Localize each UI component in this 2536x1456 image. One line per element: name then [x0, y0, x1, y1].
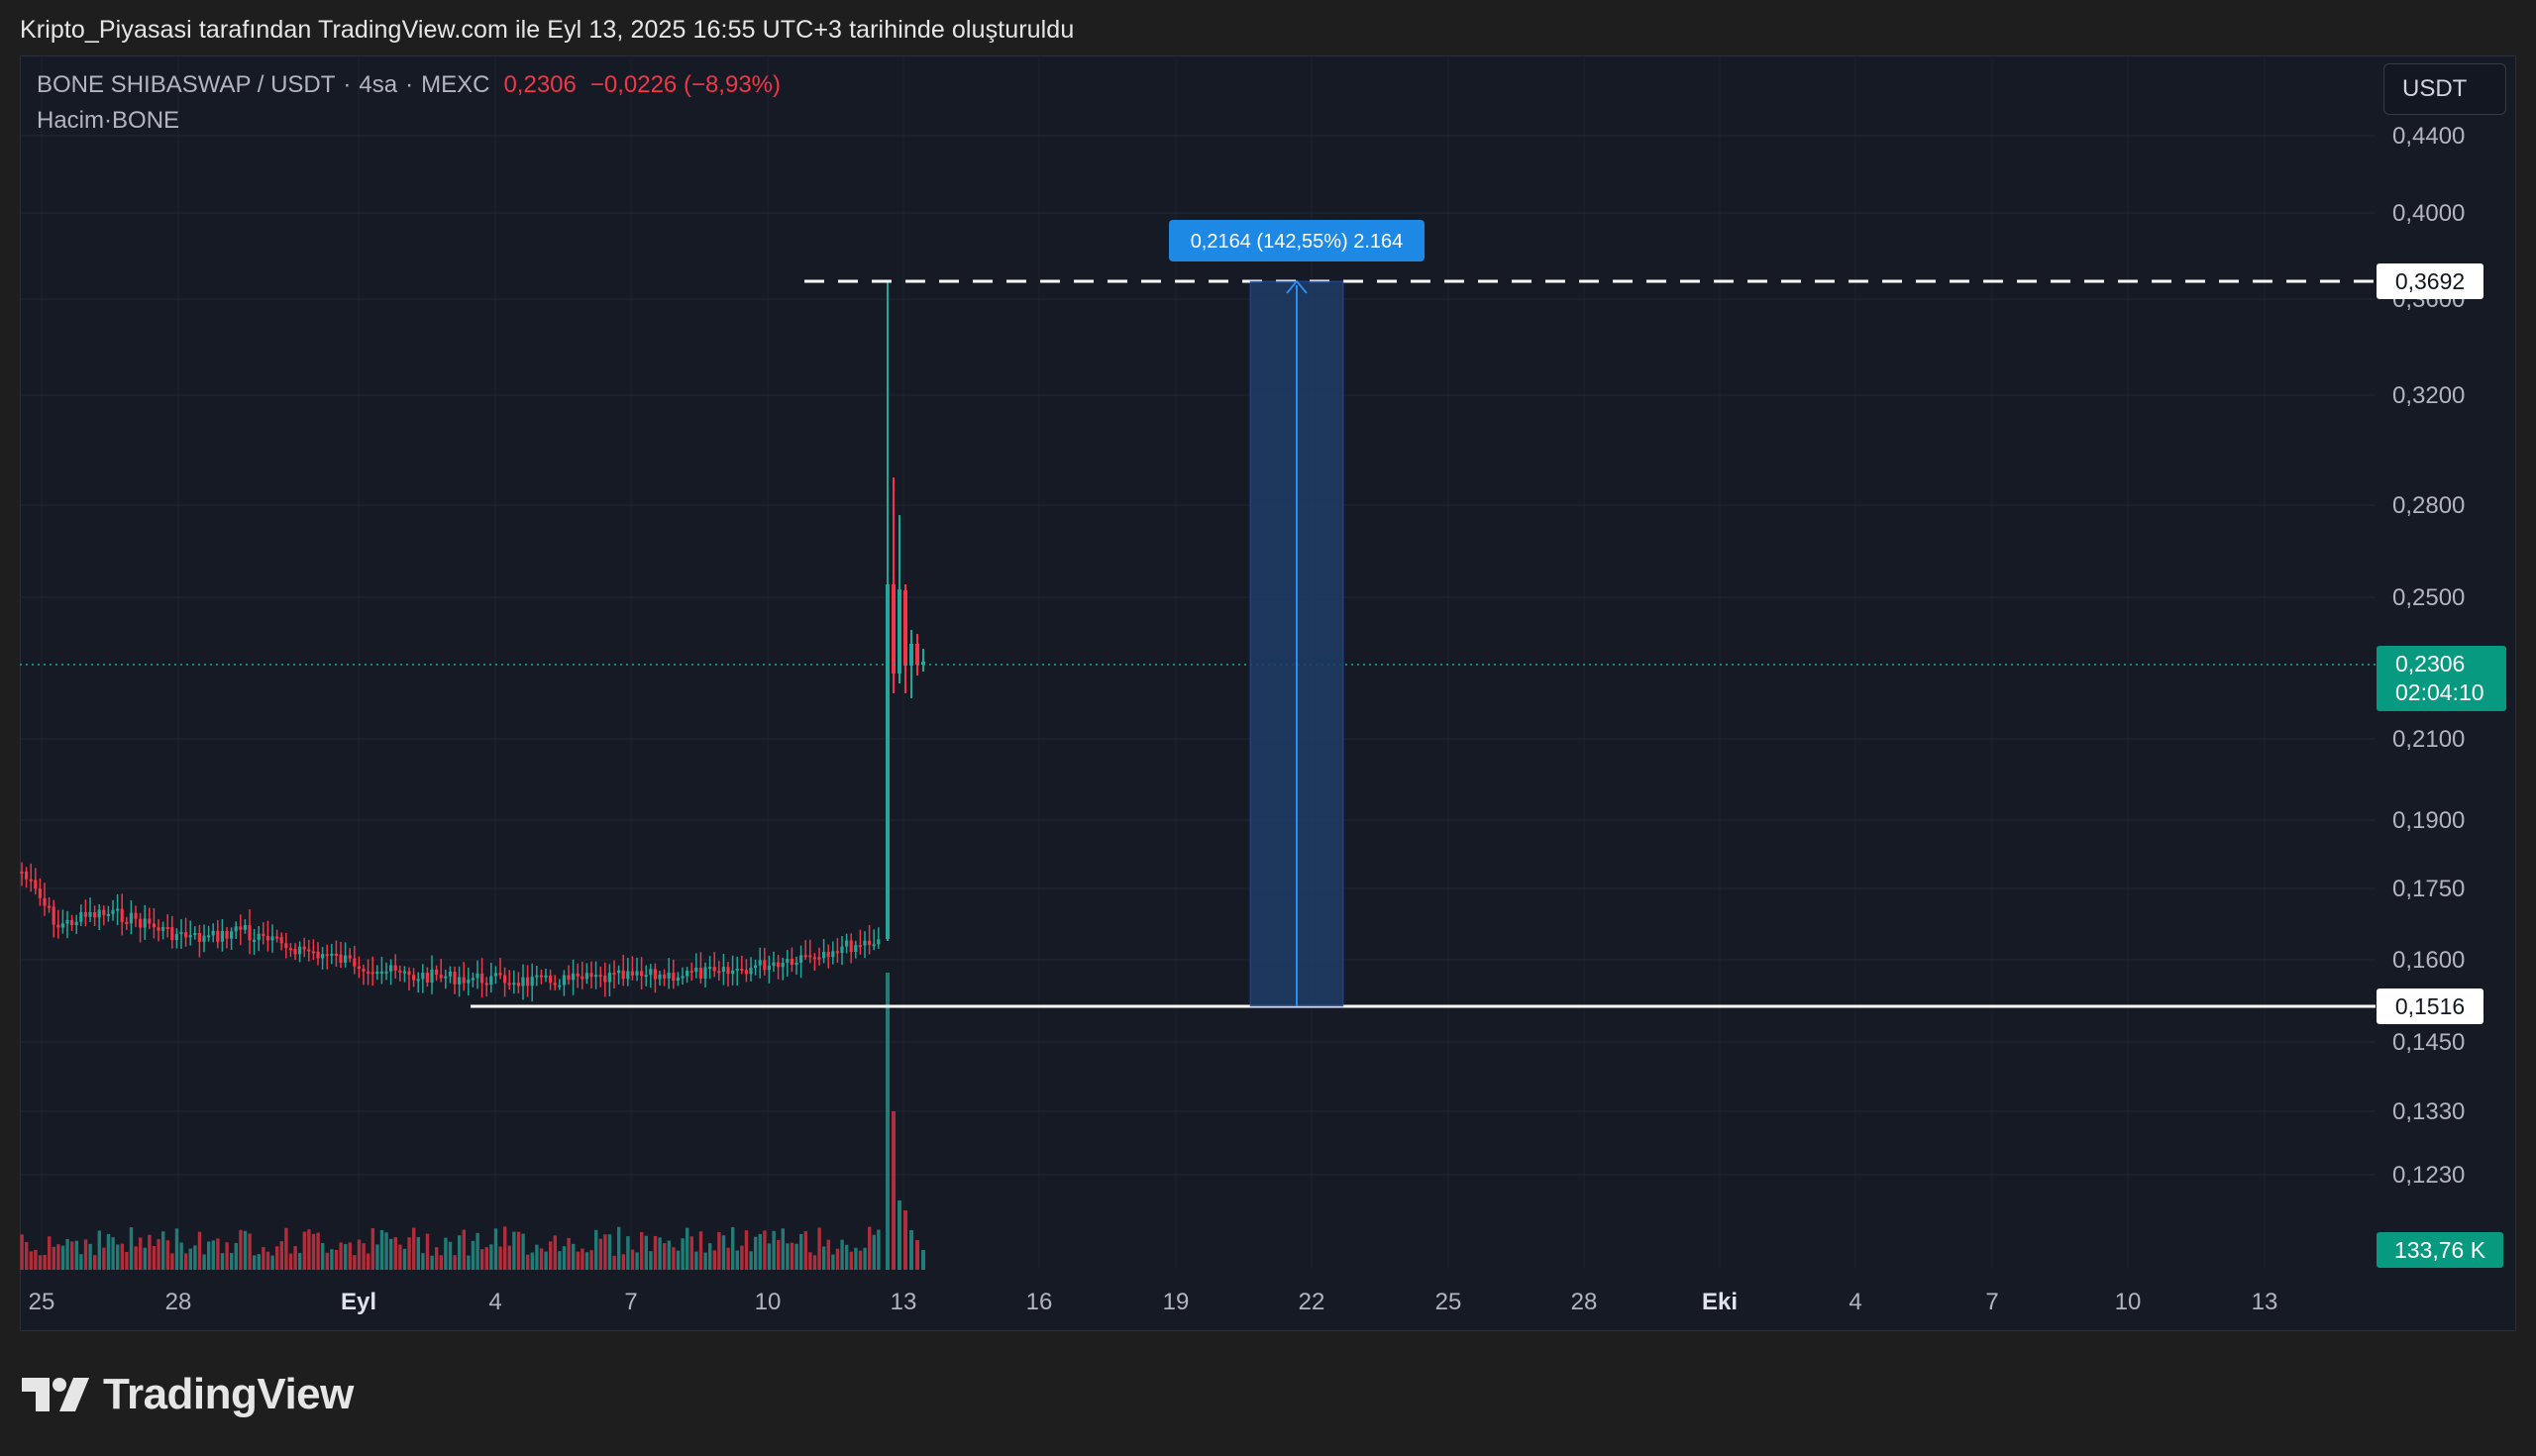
volume-badge — [2377, 1232, 2503, 1268]
time-tick-label: 16 — [1026, 1289, 1053, 1315]
time-tick-label: Eyl — [341, 1289, 376, 1315]
price-tick-label: 0,4000 — [2392, 200, 2465, 227]
volume-legend-symbol: BONE — [112, 107, 180, 134]
current-price-label: 0,2306 — [2395, 651, 2465, 676]
attribution-bar: Kripto_Piyasasi tarafından TradingView.c… — [0, 0, 2536, 55]
symbol-legend[interactable]: BONE SHIBASWAP / USDT · 4sa · MEXC 0,2306 −0,0… — [37, 71, 781, 98]
time-tick-label: 25 — [29, 1289, 55, 1315]
current-price-badge — [2377, 646, 2506, 711]
time-tick-label: 13 — [891, 1289, 917, 1315]
grid-lines — [20, 57, 2376, 1268]
time-tick-label: 4 — [1849, 1289, 1861, 1315]
symbol-name[interactable]: BONE SHIBASWAP / USDT — [37, 71, 336, 98]
price-tick-label: 0,1330 — [2392, 1098, 2465, 1125]
volume-legend-label: Hacim — [37, 107, 105, 134]
time-tick-label: 19 — [1163, 1289, 1190, 1315]
top-line-price-badge — [2377, 263, 2483, 299]
price-tick-label: 0,2800 — [2392, 492, 2465, 519]
countdown-label: 02:04:10 — [2395, 679, 2484, 705]
measure-arrow-head-icon — [1286, 279, 1308, 294]
tradingview-logo-icon — [22, 1378, 89, 1411]
bottom-line-price-badge — [2377, 988, 2483, 1024]
time-axis[interactable]: 25 28 Eyl 4 7 10 13 16 19 22 25 28 Eki 4 7 10 13 — [29, 1289, 2278, 1315]
time-tick-label: Eki — [1702, 1289, 1738, 1315]
exchange-label: MEXC — [421, 71, 490, 98]
price-tick-label: 0,1600 — [2392, 947, 2465, 974]
price-change: −0,0226 (−8,93%) — [589, 71, 781, 98]
currency-button[interactable]: USDT — [2383, 63, 2506, 115]
measure-label-box — [1169, 220, 1425, 261]
price-tick-label: 0,1230 — [2392, 1162, 2465, 1189]
bottom-line-price-label: 0,1516 — [2395, 993, 2465, 1019]
time-tick-label: 13 — [2252, 1289, 2278, 1315]
brand-name: TradingView — [103, 1370, 354, 1418]
price-tick-label: 0,1450 — [2392, 1029, 2465, 1056]
time-tick-label: 7 — [1985, 1289, 1998, 1315]
time-tick-label: 28 — [165, 1289, 192, 1315]
measure-label: 0,2164 (142,55%) 2.164 — [1191, 231, 1404, 253]
attribution-text: Kripto_Piyasasi tarafından TradingView.c… — [20, 16, 1075, 44]
price-tick-label: 0,1750 — [2392, 876, 2465, 902]
currency-button-label: USDT — [2402, 75, 2468, 102]
top-line-price-label: 0,3692 — [2395, 268, 2465, 294]
time-tick-label: 28 — [1571, 1289, 1598, 1315]
volume-badge-label: 133,76 K — [2394, 1237, 2486, 1263]
tradingview-logo[interactable]: TradingView — [22, 1367, 354, 1422]
volume-bars — [20, 973, 925, 1270]
price-tick-label: 0,2100 — [2392, 726, 2465, 753]
price-tick-label: 0,1900 — [2392, 807, 2465, 834]
volume-legend[interactable]: Hacim·BONE — [37, 107, 180, 134]
price-tick-label: 0,2500 — [2392, 584, 2465, 611]
time-tick-label: 10 — [2115, 1289, 2142, 1315]
price-tick-label: 0,3200 — [2392, 382, 2465, 409]
time-tick-label: 22 — [1299, 1289, 1325, 1315]
price-tick-label: 0,4400 — [2392, 123, 2465, 150]
time-tick-label: 7 — [624, 1289, 637, 1315]
time-tick-label: 4 — [488, 1289, 501, 1315]
interval-label[interactable]: 4sa — [359, 71, 398, 98]
time-tick-label: 10 — [755, 1289, 782, 1315]
last-price: 0,2306 — [503, 71, 577, 98]
time-tick-label: 25 — [1435, 1289, 1462, 1315]
candles — [20, 281, 925, 1002]
